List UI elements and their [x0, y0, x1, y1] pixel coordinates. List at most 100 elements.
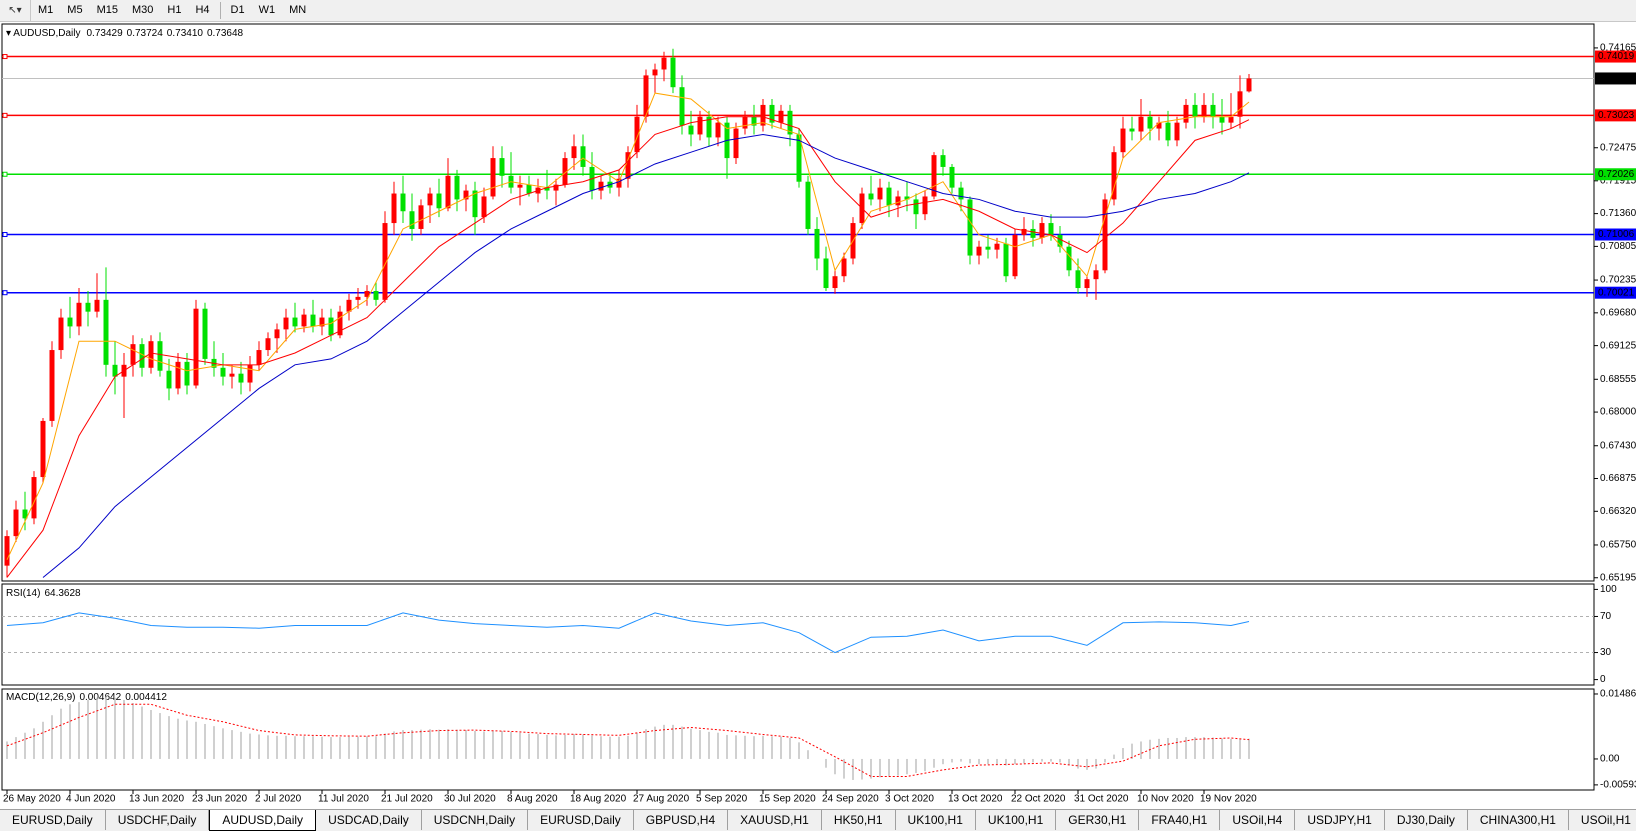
chart-tab[interactable]: UK100,H1 [896, 810, 976, 830]
candle-body [103, 299, 109, 365]
rsi-frame [1, 583, 1595, 686]
y-tick-label: 0.67430 [1600, 440, 1636, 451]
candle-body [463, 190, 469, 200]
candle-body [886, 187, 892, 206]
candle-body [1165, 122, 1171, 141]
candle-body [310, 314, 316, 327]
timeframe-button[interactable]: M5 [67, 4, 83, 16]
timeframe-button[interactable]: MN [289, 4, 307, 16]
x-tick-label: 24 Sep 2020 [822, 794, 879, 805]
level-label: 0.71006 [1598, 229, 1635, 240]
timeframe-button[interactable]: H1 [167, 4, 182, 16]
candle-body [571, 146, 577, 159]
x-tick-label: 8 Aug 2020 [507, 794, 558, 805]
candle-body [94, 299, 100, 312]
candle-body [319, 317, 325, 327]
x-tick-label: 5 Sep 2020 [696, 794, 748, 805]
chart-tab[interactable]: USOil,H1 [1569, 810, 1636, 830]
chart-header: ▾ AUDUSD,Daily 0.73429 0.73724 0.73410 0.736… [6, 28, 244, 39]
candle-body [409, 211, 415, 229]
chart-tab[interactable]: XAUUSD,H1 [728, 810, 822, 830]
candle-body [616, 178, 622, 188]
x-tick-label: 19 Nov 2020 [1200, 794, 1257, 805]
timeframe-button[interactable]: D1 [230, 4, 245, 16]
candle-body [49, 350, 55, 421]
candle-body [913, 199, 919, 215]
chart-tab[interactable]: HK50,H1 [822, 810, 896, 830]
candle-body [481, 196, 487, 218]
timeframe-button[interactable]: M30 [131, 4, 154, 16]
candle-body [337, 311, 343, 336]
candle-body [733, 128, 739, 159]
candle-body [931, 155, 937, 197]
candle-body [1120, 128, 1126, 153]
x-tick-label: 15 Sep 2020 [759, 794, 816, 805]
chart-tab[interactable]: USDJPY,H1 [1295, 810, 1385, 830]
y-tick-label: -0.00593 [1600, 780, 1636, 791]
collapse-icon: ▾ [6, 28, 13, 39]
candle-body [292, 317, 298, 327]
candle-body [787, 110, 793, 135]
candle-body [1210, 104, 1216, 117]
candle-body [904, 196, 910, 200]
signal-value: 0.004412 [125, 692, 167, 703]
y-tick-label: 0.72475 [1600, 142, 1636, 153]
chart-tab[interactable]: DJ30,Daily [1385, 810, 1468, 830]
x-tick-label: 13 Oct 2020 [948, 794, 1003, 805]
chart-tab[interactable]: GER30,H1 [1056, 810, 1140, 830]
y-tick-label: 0.69680 [1600, 307, 1636, 318]
candle-body [1156, 122, 1162, 129]
chart-tab[interactable]: EURUSD,Daily [528, 810, 634, 830]
chart-tab[interactable]: FRA40,H1 [1139, 810, 1221, 830]
chart-tab[interactable]: USDCHF,Daily [106, 810, 210, 830]
candle-body [643, 75, 649, 117]
y-tick-label: 0.014861 [1600, 689, 1636, 700]
candle-body [553, 184, 559, 191]
x-tick-label: 23 Jun 2020 [192, 794, 247, 805]
rsi-title: RSI(14) [6, 588, 40, 599]
x-tick-label: 11 Jul 2020 [318, 794, 369, 805]
candle-body [193, 308, 199, 386]
candle-body [1030, 228, 1036, 238]
y-tick-label: 0.69125 [1600, 340, 1636, 351]
y-tick-label: 0.68555 [1600, 374, 1636, 385]
candle-body [778, 110, 784, 123]
candle-body [490, 158, 496, 197]
macd-title: MACD(12,26,9) [6, 692, 75, 703]
candle-body [868, 193, 874, 200]
chart-tab[interactable]: UK100,H1 [976, 810, 1057, 830]
candle-body [256, 350, 262, 365]
timeframe-button[interactable]: W1 [258, 4, 276, 16]
open-label: 0.73429 [86, 28, 123, 39]
x-tick-label: 30 Jul 2020 [444, 794, 496, 805]
y-tick-label: 0.70235 [1600, 275, 1636, 286]
chart-tab[interactable]: USDCNH,Daily [422, 810, 529, 830]
chart-tab[interactable]: USOil,H4 [1220, 810, 1296, 830]
candle-body [1012, 234, 1018, 277]
candle-body [832, 276, 838, 289]
chart-tab[interactable]: AUDUSD,Daily [209, 810, 317, 831]
chart-tab[interactable]: GBPUSD,H4 [634, 810, 729, 830]
candle-body [1039, 223, 1045, 238]
candle-body [670, 57, 676, 88]
chart-tab[interactable]: CHINA300,H1 [1468, 810, 1569, 830]
chart-tab[interactable]: EURUSD,Daily [0, 810, 106, 830]
candle-body [715, 122, 721, 138]
candle-body [823, 258, 829, 289]
candle-body [283, 317, 289, 330]
candle-body [436, 193, 442, 209]
timeframe-button[interactable]: M1 [38, 4, 54, 16]
candle-body [355, 296, 361, 300]
candle-body [1174, 122, 1180, 141]
candle-body [814, 228, 820, 259]
candle-body [238, 373, 244, 383]
x-tick-label: 13 Jun 2020 [129, 794, 184, 805]
candle-body [202, 308, 208, 359]
level-anchor [2, 112, 8, 118]
timeframe-button[interactable]: H4 [195, 4, 210, 16]
timeframe-button[interactable]: M15 [96, 4, 118, 16]
candle-body [1201, 104, 1207, 117]
level-label: 0.73023 [1598, 110, 1635, 121]
chart-tab[interactable]: USDCAD,Daily [316, 810, 422, 830]
cursor-tool[interactable]: ↖▾ [0, 0, 31, 21]
